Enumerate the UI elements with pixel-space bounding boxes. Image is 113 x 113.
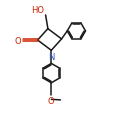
Text: O: O (15, 36, 21, 45)
Text: HO: HO (31, 6, 44, 15)
Text: N: N (48, 52, 54, 61)
Text: O: O (48, 96, 54, 105)
